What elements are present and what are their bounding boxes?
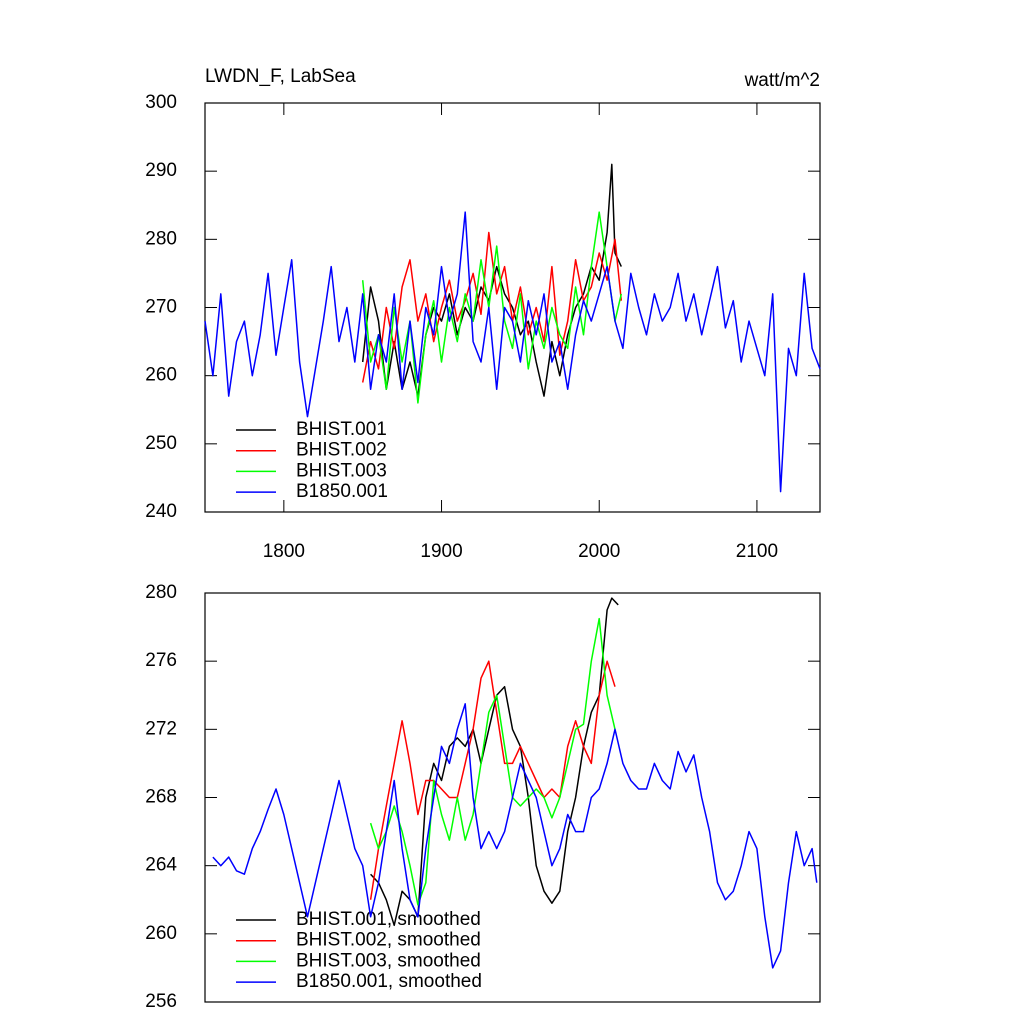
series-line <box>370 597 619 927</box>
y-tick-label: 260 <box>145 365 177 386</box>
series-line <box>361 231 623 383</box>
series-line <box>369 617 616 906</box>
legend-label: BHIST.002 <box>296 440 387 461</box>
legend-label: B1850.001, smoothed <box>296 971 482 992</box>
y-tick-label: 240 <box>145 501 177 522</box>
y-tick-label: 280 <box>145 582 177 603</box>
series-line <box>361 163 622 397</box>
legend-label: BHIST.003 <box>296 460 387 481</box>
legend-label: BHIST.001 <box>296 419 387 440</box>
y-tick-label: 260 <box>145 923 177 944</box>
chart-title: LWDN_F, LabSea <box>205 66 356 87</box>
y-tick-label: 264 <box>145 855 177 876</box>
units-label: watt/m^2 <box>744 70 820 91</box>
legend-label: BHIST.002, smoothed <box>296 930 481 951</box>
y-tick-label: 300 <box>145 92 177 113</box>
legend-label: BHIST.003, smoothed <box>296 950 481 971</box>
legend-label: B1850.001 <box>296 481 388 502</box>
series-line <box>369 660 616 900</box>
y-tick-label: 250 <box>145 433 177 454</box>
series-line <box>212 703 818 969</box>
series-line <box>204 211 821 493</box>
y-tick-label: 276 <box>145 650 177 671</box>
y-tick-label: 270 <box>145 297 177 318</box>
x-tick-label: 1900 <box>420 541 462 562</box>
legend-label: BHIST.001, smoothed <box>296 909 481 930</box>
y-tick-label: 272 <box>145 718 177 739</box>
x-tick-label: 1800 <box>263 541 305 562</box>
x-tick-label: 2100 <box>736 541 778 562</box>
y-tick-label: 268 <box>145 787 177 808</box>
y-tick-label: 256 <box>145 991 177 1012</box>
y-tick-label: 290 <box>145 160 177 181</box>
y-tick-label: 280 <box>145 228 177 249</box>
x-tick-label: 2000 <box>578 541 620 562</box>
series-line <box>361 211 623 404</box>
